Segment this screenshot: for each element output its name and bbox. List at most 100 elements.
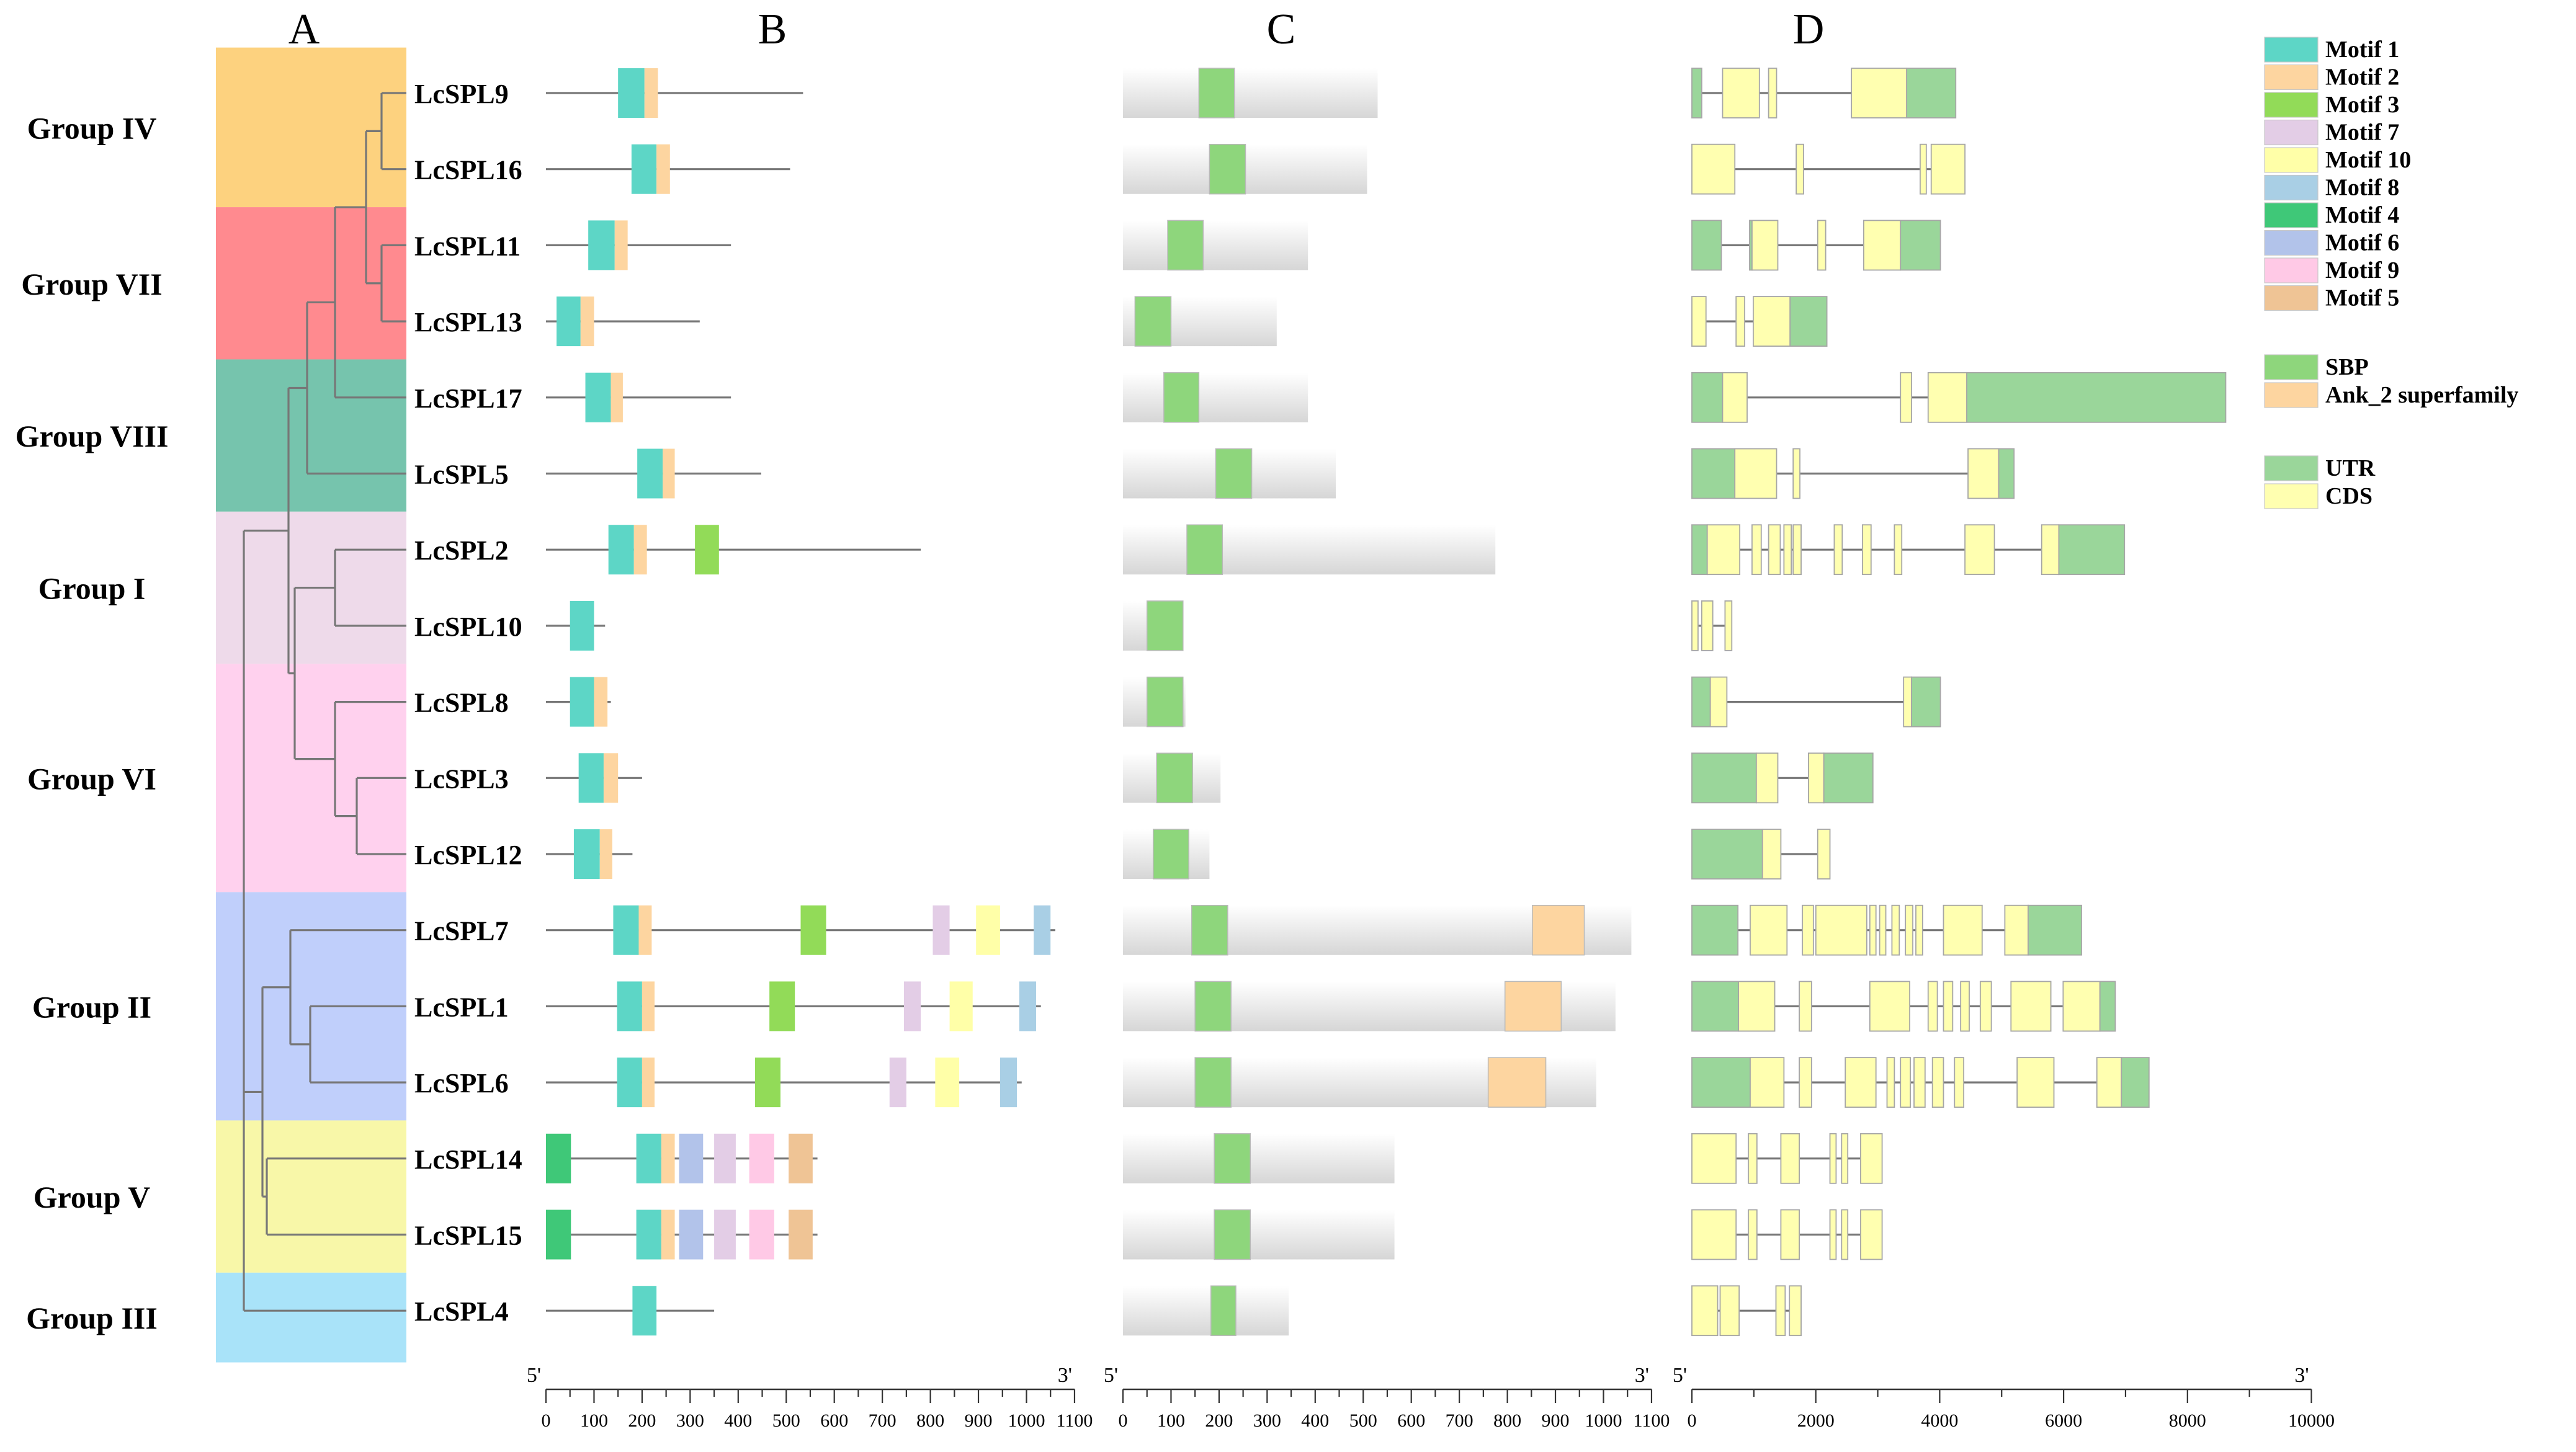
utr-block [1691,829,1763,880]
motif-block-motif-2 [610,372,623,422]
utr-block [2028,904,2082,956]
utr-block [1691,68,1702,118]
gene-tick-label: 0 [1688,1410,1697,1431]
gene-label: LcSPL2 [414,535,509,566]
group-label-group-iv: Group IV [27,110,157,145]
motif-block-motif-1 [557,296,581,347]
utr-block [1823,752,1874,804]
utr-block [1691,524,1708,576]
motif-tick-label: 1100 [1057,1410,1093,1431]
cds-block [1913,1057,1926,1108]
domain-tick-label: 600 [1397,1410,1425,1431]
motif-block-motif-4 [546,1133,571,1183]
domain-axis-end-label: 3' [1635,1364,1649,1387]
cds-block [1748,1133,1758,1184]
panel-label-a: A [288,6,320,53]
motif-swatch [2264,229,2319,256]
group-label-group-i: Group I [38,571,146,606]
motif-legend-label: Motif 5 [2325,285,2399,311]
cds-block [1886,1057,1895,1108]
utr-block [2099,981,2116,1032]
motif-block-motif-7 [889,1058,906,1108]
motif-block-motif-2 [644,68,658,118]
domain-panel [1123,68,1632,1336]
motif-block-motif-1 [578,753,604,803]
motif-legend-label: Motif 1 [2325,37,2399,63]
cds-block [1780,1209,1800,1260]
motif-block-motif-1 [637,448,663,499]
motif-block-motif-1 [617,1058,642,1108]
domain-tick-label: 1100 [1634,1410,1670,1431]
domain-legend-label: SBP [2325,354,2369,380]
cds-block [1761,829,1782,880]
motif-block-motif-2 [656,144,670,194]
group-label-group-vi: Group VI [27,761,156,796]
motif-block-motif-2 [638,905,652,955]
gene-axis-start-label: 5' [1673,1364,1687,1387]
gene-tick-label: 4000 [1921,1410,1958,1431]
cds-block [1903,676,1912,728]
cds-block [1706,524,1741,576]
cds-block [1792,524,1802,576]
motif-legend-label: Motif 3 [2325,92,2399,118]
motif-block-motif-9 [749,1209,774,1260]
cds-block [1943,904,1983,956]
protein-bar [1123,68,1378,118]
motif-swatch [2264,92,2319,118]
domain-block-sbp [1167,220,1204,271]
gene-label: LcSPL1 [414,992,509,1022]
utr-block [1691,676,1711,728]
cds-block [1799,1057,1812,1108]
cds-block [1724,600,1733,651]
gene-label: LcSPL13 [414,307,522,337]
cds-block [1738,981,1776,1032]
cds-block [1802,904,1814,956]
motif-legend-label: Motif 10 [2325,147,2411,173]
motif-tick-label: 1000 [1008,1410,1045,1431]
domain-axis-start-label: 5' [1104,1364,1118,1387]
protein-bar [1123,1133,1395,1183]
cds-block [1709,676,1728,728]
cds-block [1900,372,1912,423]
cds-block [1931,1057,1944,1108]
cds-block [1967,448,2000,499]
gene-tick-label: 2000 [1797,1410,1835,1431]
cds-block [1879,904,1887,956]
motif-swatch [2264,37,2319,63]
cds-block [1927,981,1938,1032]
motif-block-motif-4 [546,1209,571,1260]
group-band-group-iii [216,1272,406,1363]
domain-block-sbp [1210,1285,1237,1336]
domain-block-sbp [1214,1209,1251,1260]
utr-block [1691,372,1724,423]
gene-label: LcSPL11 [414,231,521,261]
motif-block-motif-10 [976,905,1000,955]
domain-block-ank-2-superfamily [1487,1057,1547,1108]
motif-swatch [2264,174,2319,201]
domain-block-sbp [1194,1057,1232,1108]
utr-block [1911,676,1941,728]
utr-block [1789,296,1828,347]
domain-block-sbp [1214,1133,1251,1184]
cds-block [2016,1057,2055,1108]
cds-block [1691,1209,1737,1260]
gene-label: LcSPL3 [414,764,509,794]
motif-swatch [2264,202,2319,228]
cds-block [2004,904,2029,956]
motif-block-motif-1 [570,677,594,727]
motif-tick-label: 800 [916,1410,944,1431]
domain-tick-label: 1000 [1585,1410,1622,1431]
domain-swatch [2264,382,2319,408]
cds-block [1750,904,1788,956]
cds-block [1751,220,1779,271]
domain-block-sbp [1191,904,1228,956]
utr-block [2121,1057,2150,1108]
cds-block [1829,1133,1837,1184]
motif-swatch [2264,285,2319,311]
cds-block [1943,981,1954,1032]
cds-block [1817,829,1831,880]
motif-block-motif-2 [599,829,612,879]
cds-block [1755,752,1779,804]
cds-block [1841,1133,1849,1184]
